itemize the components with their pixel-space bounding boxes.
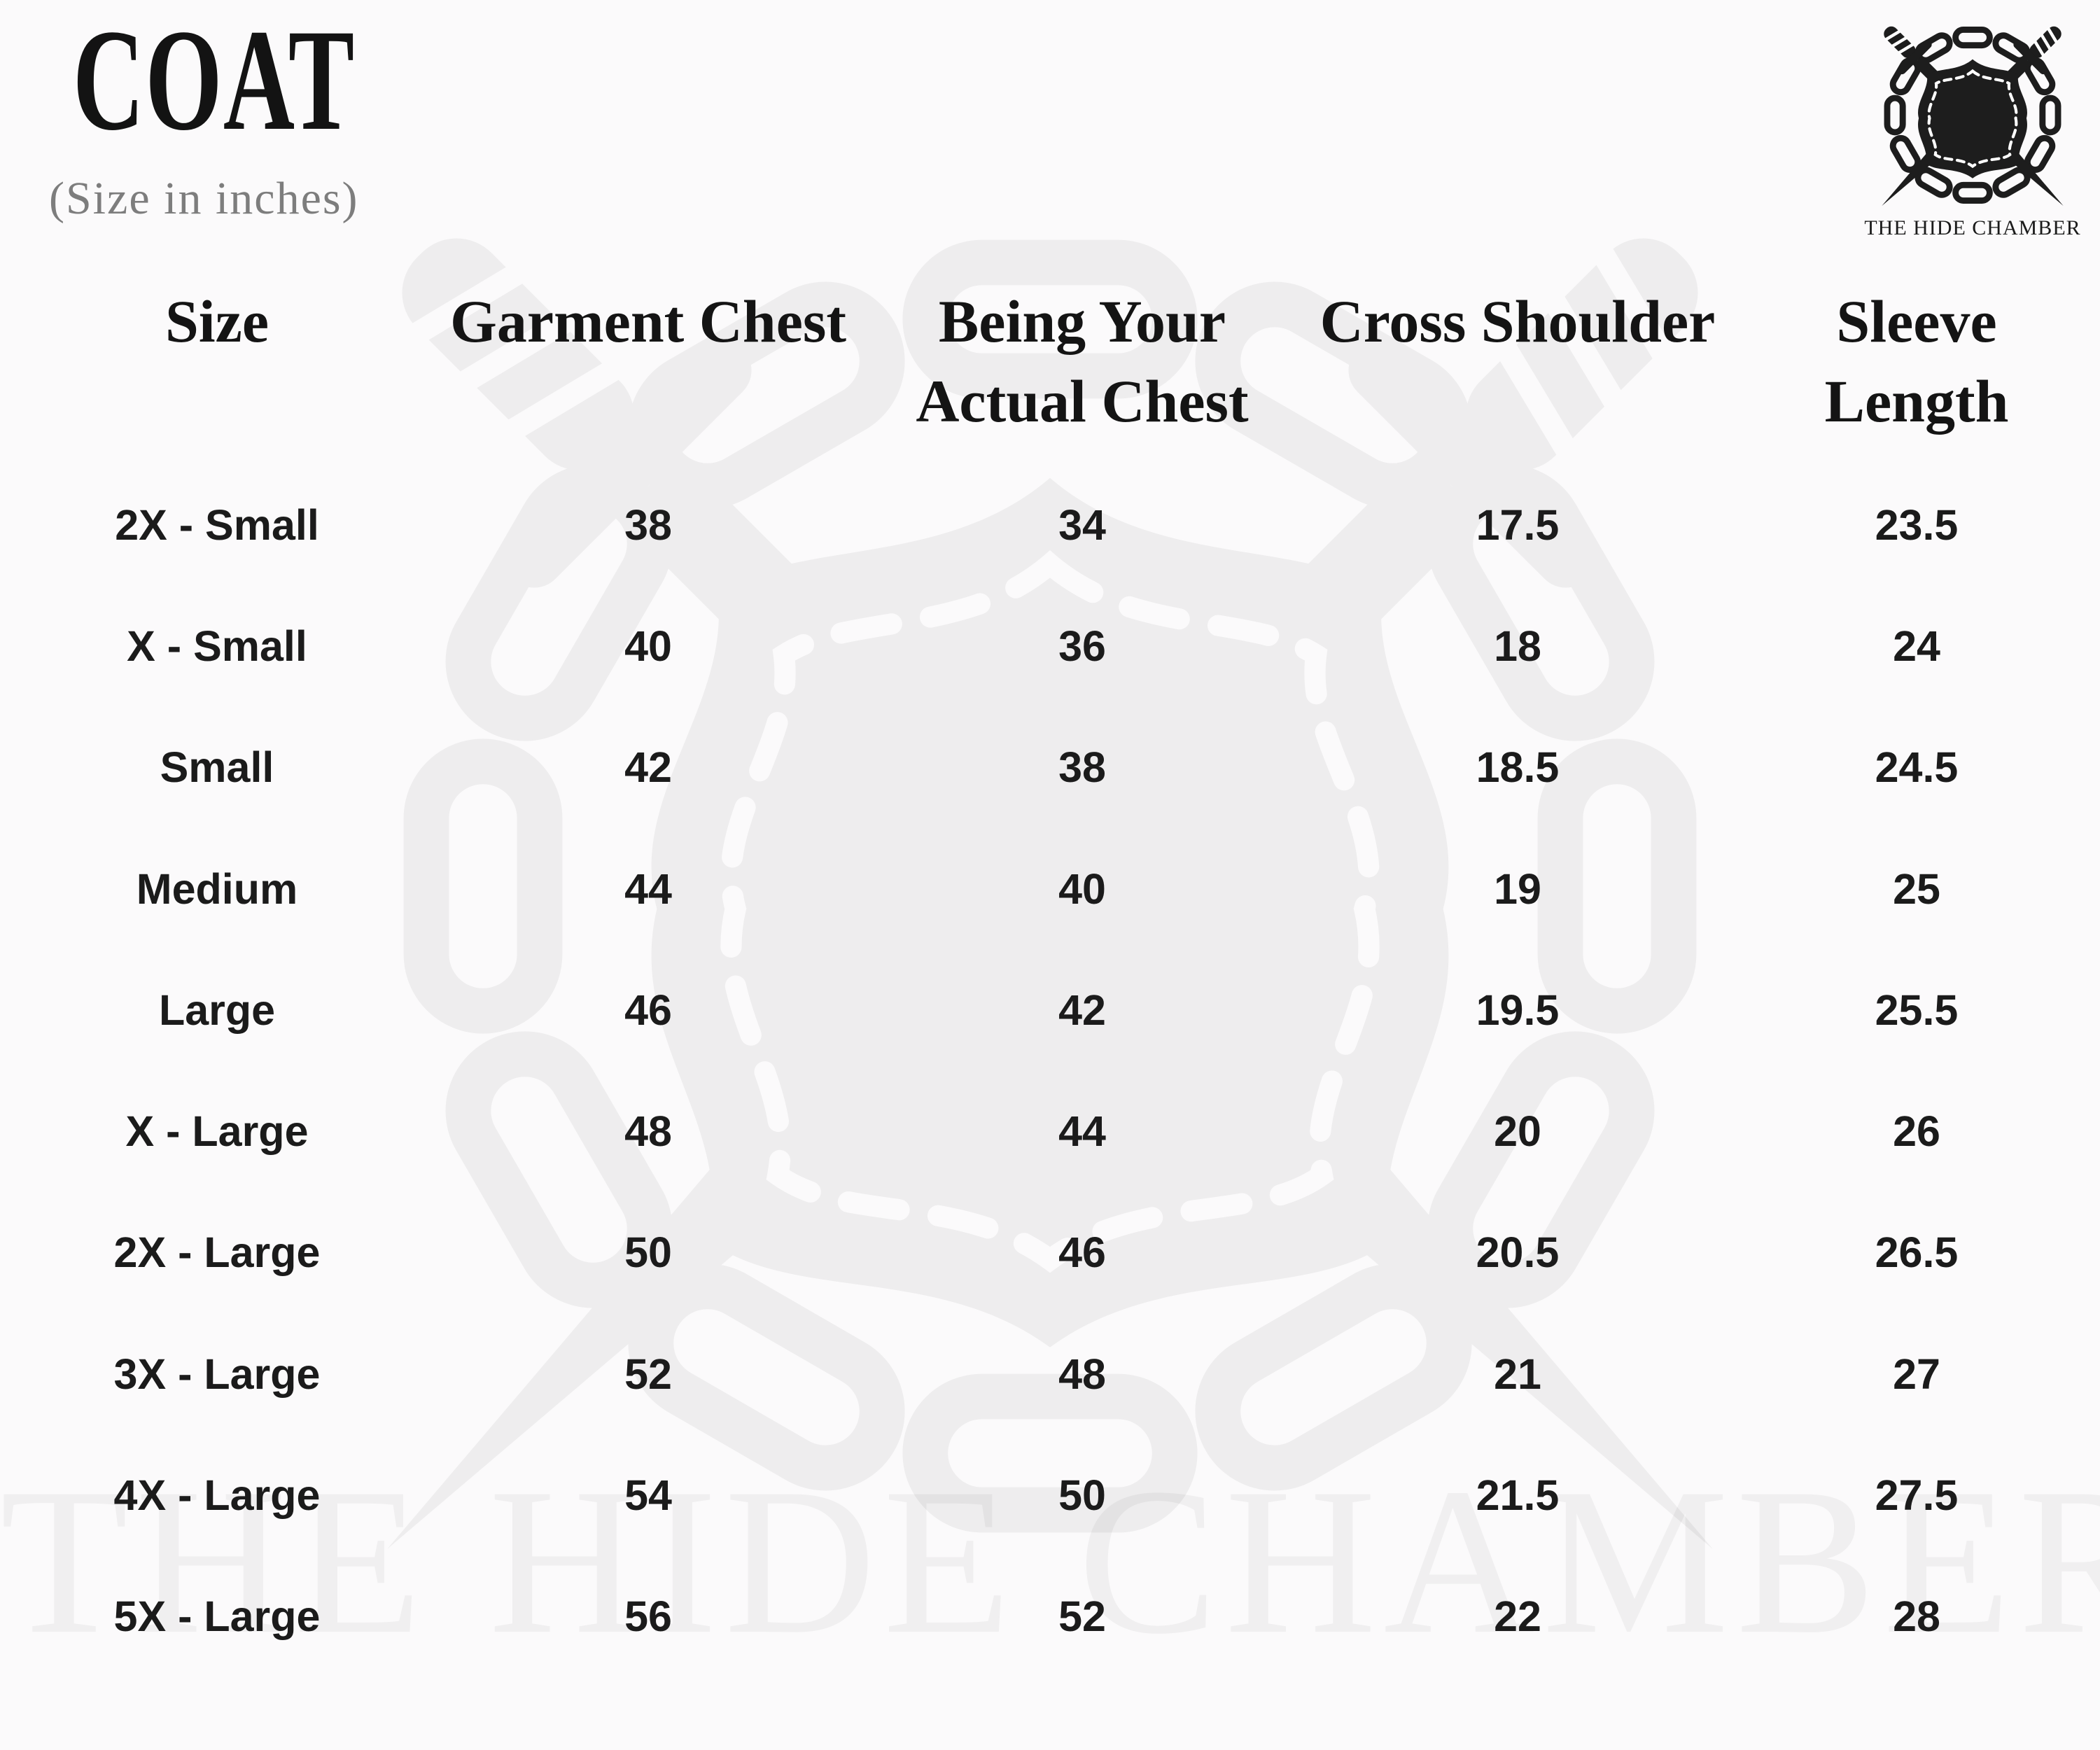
table-row: X - Small 40 36 18 24 <box>0 585 2100 706</box>
table-row: X - Large 48 44 20 26 <box>0 1070 2100 1191</box>
measurement-value-cell: 24.5 <box>1875 743 1959 792</box>
measurement-value-cell: 40 <box>624 622 672 670</box>
measurement-value-cell: 46 <box>1058 1228 1106 1277</box>
size-label-cell: Medium <box>136 864 298 913</box>
table-body: 2X - Small 38 34 17.5 23.5 X - Small 40 36 18 24 S… <box>0 464 2100 1677</box>
size-label-cell: 4X - Large <box>113 1471 321 1520</box>
measurement-value-cell: 38 <box>624 500 672 549</box>
measurement-value-cell: 23.5 <box>1875 500 1959 549</box>
measurement-value-cell: 42 <box>1058 986 1106 1034</box>
measurement-value-cell: 38 <box>1058 743 1106 792</box>
hide-chamber-emblem-icon <box>1869 17 2076 214</box>
size-label-cell: Small <box>160 743 274 792</box>
measurement-value-cell: 50 <box>624 1228 672 1277</box>
measurement-value-cell: 22 <box>1494 1592 1541 1641</box>
measurement-value-cell: 42 <box>624 743 672 792</box>
size-label-cell: X - Large <box>125 1107 309 1156</box>
measurement-value-cell: 24 <box>1893 622 1940 670</box>
brand-name: THE HIDE CHAMBER <box>1864 216 2081 239</box>
header-cell: Garment Chest <box>449 288 847 355</box>
measurement-value-cell: 36 <box>1058 622 1106 670</box>
table-row: Small 42 38 18.5 24.5 <box>0 707 2100 828</box>
table-row: Large 46 42 19.5 25.5 <box>0 949 2100 1070</box>
measurement-value-cell: 48 <box>624 1107 672 1156</box>
measurement-value-cell: 17.5 <box>1476 500 1560 549</box>
measurement-value-cell: 18 <box>1494 622 1541 670</box>
table-row: 3X - Large 52 48 21 27 <box>0 1313 2100 1434</box>
table-row: 5X - Large 56 52 22 28 <box>0 1556 2100 1677</box>
measurement-value-cell: 19 <box>1494 864 1541 913</box>
measurement-value-cell: 20.5 <box>1476 1228 1560 1277</box>
measurement-value-cell: 52 <box>1058 1592 1106 1641</box>
size-label-cell: 2X - Small <box>115 500 319 549</box>
measurement-value-cell: 25.5 <box>1875 986 1959 1034</box>
brand-logo: THE HIDE CHAMBER <box>1855 17 2090 240</box>
measurement-value-cell: 48 <box>1058 1350 1106 1398</box>
page-title: COAT <box>73 0 356 160</box>
measurement-value-cell: 20 <box>1494 1107 1541 1156</box>
header-cell: Being Your Actual Chest <box>916 288 1249 435</box>
measurement-value-cell: 54 <box>624 1471 672 1520</box>
size-label-cell: Large <box>158 986 276 1034</box>
measurement-value-cell: 18.5 <box>1476 743 1560 792</box>
header-cell: Sleeve Length <box>1824 288 2009 435</box>
size-label-cell: 5X - Large <box>113 1592 321 1641</box>
size-label-cell: X - Small <box>127 622 307 670</box>
measurement-value-cell: 52 <box>624 1350 672 1398</box>
table-row: 2X - Large 50 46 20.5 26.5 <box>0 1192 2100 1313</box>
measurement-value-cell: 40 <box>1058 864 1106 913</box>
measurement-value-cell: 56 <box>624 1592 672 1641</box>
table-row: 4X - Large 54 50 21.5 27.5 <box>0 1434 2100 1555</box>
table-header-row: Size Garment Chest Being Your Actual Chest… <box>0 281 2100 442</box>
size-label-cell: 3X - Large <box>113 1350 321 1398</box>
size-label-cell: 2X - Large <box>113 1228 321 1277</box>
table-row: 2X - Small 38 34 17.5 23.5 <box>0 464 2100 585</box>
measurement-value-cell: 19.5 <box>1476 986 1560 1034</box>
measurement-value-cell: 25 <box>1893 864 1940 913</box>
measurement-value-cell: 27 <box>1893 1350 1940 1398</box>
header-cell: Cross Shoulder <box>1320 288 1716 355</box>
measurement-value-cell: 21 <box>1494 1350 1541 1398</box>
header-cell: Size <box>164 288 270 355</box>
watermark-text-clipped: THE HIDE CHAMBER <box>0 1723 2100 1750</box>
measurement-value-cell: 26.5 <box>1875 1228 1959 1277</box>
measurement-value-cell: 46 <box>624 986 672 1034</box>
table-row: Medium 44 40 19 25 <box>0 828 2100 949</box>
measurement-value-cell: 26 <box>1893 1107 1940 1156</box>
page-subtitle: (Size in inches) <box>49 173 359 224</box>
measurement-value-cell: 44 <box>1058 1107 1106 1156</box>
measurement-value-cell: 50 <box>1058 1471 1106 1520</box>
measurement-value-cell: 34 <box>1058 500 1106 549</box>
measurement-value-cell: 44 <box>624 864 672 913</box>
measurement-value-cell: 27.5 <box>1875 1471 1959 1520</box>
measurement-value-cell: 28 <box>1893 1592 1940 1641</box>
measurement-value-cell: 21.5 <box>1476 1471 1560 1520</box>
watermark-text: THE HIDE CHAMBER <box>0 1456 2100 1666</box>
